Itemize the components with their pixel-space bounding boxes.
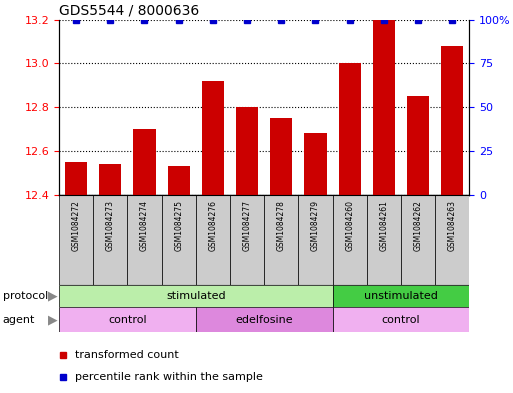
Text: transformed count: transformed count [75, 350, 179, 360]
Text: control: control [382, 315, 420, 325]
Text: ▶: ▶ [48, 313, 57, 326]
Bar [441, 46, 463, 195]
Bar [270, 118, 292, 195]
Bar [332, 307, 469, 332]
Bar [407, 96, 429, 195]
Bar [59, 285, 332, 307]
Text: GSM1084263: GSM1084263 [448, 200, 457, 251]
Bar [65, 162, 87, 195]
Text: GSM1084278: GSM1084278 [277, 200, 286, 251]
Text: stimulated: stimulated [166, 291, 226, 301]
Text: GSM1084261: GSM1084261 [380, 200, 388, 251]
Text: percentile rank within the sample: percentile rank within the sample [75, 372, 263, 382]
Text: GSM1084274: GSM1084274 [140, 200, 149, 251]
Text: GSM1084279: GSM1084279 [311, 200, 320, 251]
Text: GSM1084276: GSM1084276 [208, 200, 218, 251]
Bar [93, 195, 127, 285]
Bar [196, 195, 230, 285]
Text: GSM1084272: GSM1084272 [72, 200, 81, 251]
Bar [332, 195, 367, 285]
Bar [264, 195, 299, 285]
Text: GDS5544 / 8000636: GDS5544 / 8000636 [59, 3, 199, 17]
Bar [332, 285, 469, 307]
Bar [401, 195, 435, 285]
Bar [435, 195, 469, 285]
Bar [230, 195, 264, 285]
Bar [299, 195, 332, 285]
Bar [133, 129, 155, 195]
Text: edelfosine: edelfosine [235, 315, 293, 325]
Text: GSM1084260: GSM1084260 [345, 200, 354, 251]
Text: control: control [108, 315, 147, 325]
Text: protocol: protocol [3, 291, 48, 301]
Text: GSM1084262: GSM1084262 [413, 200, 423, 251]
Text: GSM1084277: GSM1084277 [243, 200, 251, 251]
Bar [373, 20, 395, 195]
Text: agent: agent [3, 315, 35, 325]
Bar [127, 195, 162, 285]
Text: unstimulated: unstimulated [364, 291, 438, 301]
Bar [367, 195, 401, 285]
Bar [196, 307, 332, 332]
Bar [202, 81, 224, 195]
Text: GSM1084275: GSM1084275 [174, 200, 183, 251]
Bar [236, 107, 258, 195]
Bar [99, 164, 122, 195]
Text: GSM1084273: GSM1084273 [106, 200, 115, 251]
Bar [162, 195, 196, 285]
Bar [59, 307, 196, 332]
Bar [339, 63, 361, 195]
Text: ▶: ▶ [48, 289, 57, 303]
Bar [168, 166, 190, 195]
Bar [304, 133, 327, 195]
Bar [59, 195, 93, 285]
